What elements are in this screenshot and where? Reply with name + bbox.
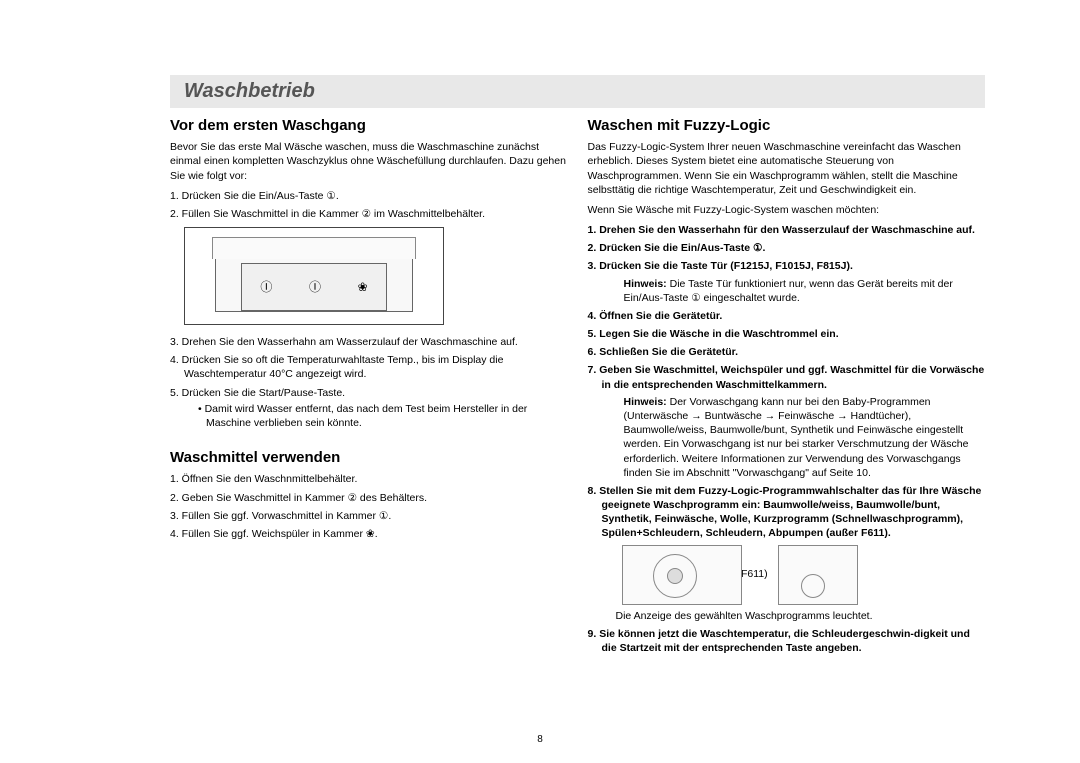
list-item: 1. Drücken Sie die Ein/Aus-Taste ①.	[170, 189, 568, 203]
intro-text: Bevor Sie das erste Mal Wäsche waschen, …	[170, 140, 568, 183]
list-item: 4. Öffnen Sie die Gerätetür.	[588, 309, 986, 323]
compartment-label-2: Ⓘ	[260, 279, 272, 295]
compartment-label-1: Ⓘ	[309, 279, 321, 295]
steps-list-2: 1. Öffnen Sie den Waschnmittelbehälter. …	[170, 472, 568, 541]
intro-text-fuzzy: Das Fuzzy-Logic-System Ihrer neuen Wasch…	[588, 140, 986, 197]
program-dial-diagram-1	[622, 545, 742, 605]
left-column: Vor dem ersten Waschgang Bevor Sie das e…	[170, 116, 568, 659]
note-block: Hinweis: Die Taste Tür funktioniert nur,…	[602, 277, 986, 305]
list-item: 5. Legen Sie die Wäsche in die Waschtrom…	[588, 327, 986, 341]
manual-page: Waschbetrieb Vor dem ersten Waschgang Be…	[0, 0, 1080, 763]
steps-list-fuzzy: 1. Drehen Sie den Wasserhahn für den Was…	[588, 223, 986, 655]
list-item: 8. Stellen Sie mit dem Fuzzy-Logic-Progr…	[588, 484, 986, 623]
list-item: 4. Drücken Sie so oft die Temperaturwahl…	[170, 353, 568, 381]
sub-bullet: • Damit wird Wasser entfernt, das nach d…	[184, 402, 568, 430]
list-item: 2. Füllen Sie Waschmittel in die Kammer …	[170, 207, 568, 221]
f611-label: (F611)	[752, 567, 768, 581]
program-dial-diagram-2	[778, 545, 858, 605]
note-block: Hinweis: Der Vorwaschgang kann nur bei d…	[602, 395, 986, 480]
steps-list-1: 1. Drücken Sie die Ein/Aus-Taste ①. 2. F…	[170, 189, 568, 221]
list-item: 3. Drücken Sie die Taste Tür (F1215J, F1…	[588, 259, 986, 305]
section-heading-detergent: Waschmittel verwenden	[170, 448, 568, 468]
right-column: Waschen mit Fuzzy-Logic Das Fuzzy-Logic-…	[588, 116, 986, 659]
page-title: Waschbetrieb	[184, 80, 971, 103]
list-item: 3. Drehen Sie den Wasserhahn am Wasserzu…	[170, 335, 568, 349]
section-heading-before-first-wash: Vor dem ersten Waschgang	[170, 116, 568, 136]
list-item: 7. Geben Sie Waschmittel, Weichspüler un…	[588, 363, 986, 479]
two-column-layout: Vor dem ersten Waschgang Bevor Sie das e…	[170, 116, 985, 659]
list-item: 2. Drücken Sie die Ein/Aus-Taste ①.	[588, 241, 986, 255]
step8-after: Die Anzeige des gewählten Waschprogramms…	[602, 609, 986, 623]
list-item: 9. Sie können jetzt die Waschtemperatur,…	[588, 627, 986, 655]
compartment-label-softener: ❀	[358, 279, 368, 295]
page-number: 8	[537, 734, 543, 745]
title-bar: Waschbetrieb	[170, 75, 985, 108]
list-item: 1. Drehen Sie den Wasserhahn für den Was…	[588, 223, 986, 237]
list-item: 3. Füllen Sie ggf. Vorwaschmittel in Kam…	[170, 509, 568, 523]
list-item: 4. Füllen Sie ggf. Weichspüler in Kammer…	[170, 527, 568, 541]
section-heading-fuzzy-logic: Waschen mit Fuzzy-Logic	[588, 116, 986, 136]
steps-list-1b: 3. Drehen Sie den Wasserhahn am Wasserzu…	[170, 335, 568, 430]
list-item: 2. Geben Sie Waschmittel in Kammer ② des…	[170, 491, 568, 505]
dial-diagram-row: (F611)	[622, 545, 986, 605]
list-item: 6. Schließen Sie die Gerätetür.	[588, 345, 986, 359]
detergent-drawer-diagram: Ⓘ Ⓘ ❀	[184, 227, 444, 325]
list-item: 1. Öffnen Sie den Waschnmittelbehälter.	[170, 472, 568, 486]
list-item: 5. Drücken Sie die Start/Pause-Taste. • …	[170, 386, 568, 431]
intro-text-fuzzy-2: Wenn Sie Wäsche mit Fuzzy-Logic-System w…	[588, 203, 986, 217]
